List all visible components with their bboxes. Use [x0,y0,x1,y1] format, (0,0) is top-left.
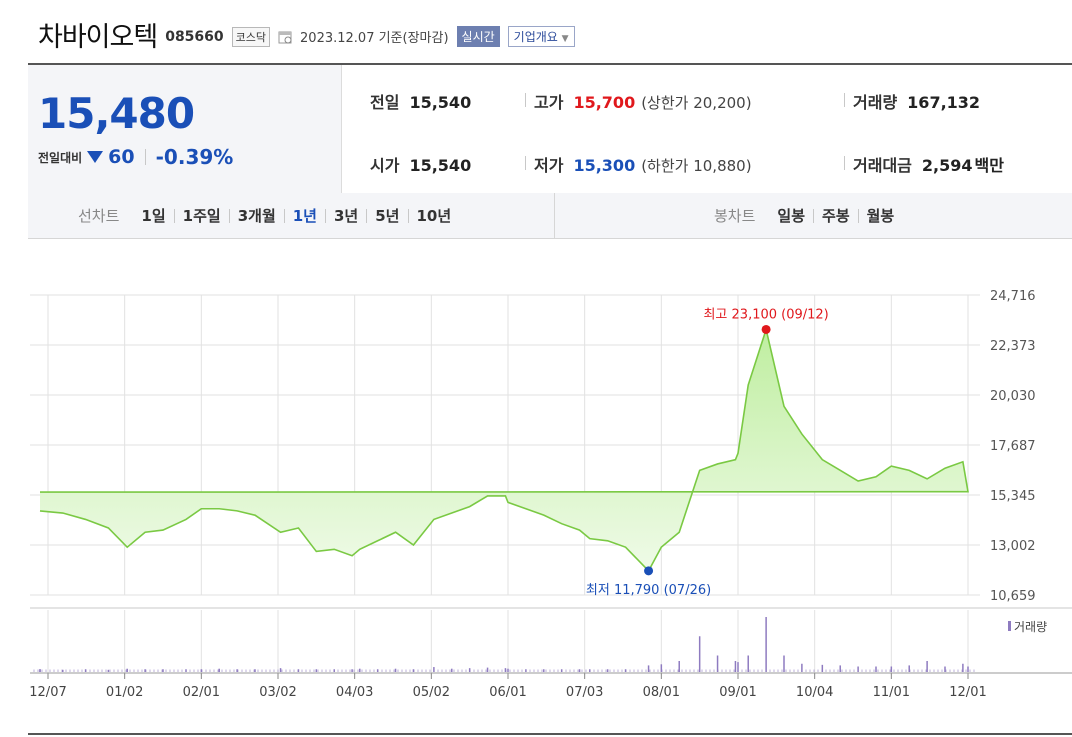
amount-unit: 백만 [974,156,1004,175]
volume-stat: 거래량 167,132 [853,89,980,113]
min-label: 최저 11,790 (07/26) [586,583,711,598]
low-value: 15,300 [573,156,636,175]
line-chart-label: 선차트 [78,207,120,225]
max-point [761,324,771,334]
change-row: 전일대비 60 -0.39% [38,145,233,169]
divider [554,193,555,238]
change-percent: -0.39% [155,145,234,169]
divider [844,156,845,170]
stock-code: 085660 [165,29,224,45]
y-tick-label: 22,373 [990,339,1036,354]
candle-chart-option[interactable]: 주봉 [813,208,858,223]
divider [144,149,146,165]
x-tick-label: 11/01 [873,685,910,700]
y-tick-label: 10,659 [990,589,1036,604]
change-label: 전일대비 [38,150,83,165]
prev-close-value: 15,540 [409,93,472,112]
current-price: 15,480 [38,89,195,138]
x-tick-label: 04/03 [336,685,373,700]
x-tick-label: 06/01 [489,685,526,700]
price-panel: 15,480 전일대비 60 -0.39% [28,65,342,193]
amount-number: 2,594 [921,156,973,175]
x-tick-label: 08/01 [643,685,680,700]
volume-legend-swatch [1008,621,1011,631]
candle-chart-option[interactable]: 월봉 [857,208,903,223]
x-tick-label: 03/02 [259,685,296,700]
lower-limit: (하한가 10,880) [641,157,752,175]
divider [525,156,526,170]
high-stat: 고가 15,700 (상한가 20,200) [534,89,752,113]
line-chart-options: 선차트 1일 1주일 3개월 1년 3년 5년 10년 [78,193,459,238]
market-badge: 코스닥 [231,26,271,47]
divider [844,93,845,107]
low-stat: 저가 15,300 (하한가 10,880) [534,152,752,176]
x-tick-label: 09/01 [719,685,756,700]
x-tick-label: 10/04 [796,685,833,700]
line-chart-option[interactable]: 1주일 [173,208,229,223]
line-chart-option[interactable]: 1일 [141,206,166,225]
quote-box: 15,480 전일대비 60 -0.39% 전일 15,540 고가 15,70… [28,63,1072,196]
candle-chart-options: 봉차트 일봉 주봉 월봉 [714,193,902,238]
prev-close-label: 전일 [370,93,400,112]
line-chart-option[interactable]: 1년 [283,208,325,223]
amount-label: 거래대금 [853,156,912,175]
x-tick-label: 12/01 [949,685,986,700]
y-tick-label: 13,002 [990,539,1036,554]
x-tick-label: 02/01 [183,685,220,700]
as-of-date: 2023.12.07 기준(장마감) [300,31,449,46]
company-overview-button[interactable]: 기업개요 ▼ [507,26,575,47]
line-chart-option[interactable]: 10년 [407,208,460,223]
period-bar: 선차트 1일 1주일 3개월 1년 3년 5년 10년 봉차트 일봉 주봉 월봉 [28,193,1072,239]
line-chart-option[interactable]: 3개월 [228,208,284,223]
low-label: 저가 [534,156,564,175]
open-stat: 시가 15,540 [370,152,471,176]
bottom-rule [28,733,1072,735]
high-label: 고가 [534,93,564,112]
calendar-icon [278,31,292,44]
price-line [39,326,969,573]
x-tick-label: 12/07 [29,685,66,700]
line-chart-option[interactable]: 3년 [325,208,366,223]
change-amount: 60 [108,146,135,168]
chevron-down-icon: ▼ [561,34,569,44]
stock-name: 차바이오텍 [38,21,158,53]
prev-close-stat: 전일 15,540 [370,89,471,113]
amount-stat: 거래대금 2,594 백만 [853,152,1004,176]
high-value: 15,700 [573,93,636,112]
line-chart-option[interactable]: 5년 [366,208,407,223]
candle-chart-label: 봉차트 [714,207,756,225]
y-tick-label: 17,687 [990,439,1036,454]
volume-legend-label: 거래량 [1014,620,1047,634]
price-area [40,329,968,595]
x-tick-label: 07/03 [566,685,603,700]
realtime-button[interactable]: 실시간 [456,26,500,47]
price-chart: 24,716 22,373 20,030 17,687 15,345 13,002 10,6… [29,289,1072,700]
x-tick-label: 01/02 [106,685,143,700]
volume-value: 167,132 [907,93,981,112]
y-tick-label: 15,345 [990,489,1036,504]
x-tick-label: 05/02 [413,685,450,700]
candle-chart-option[interactable]: 일봉 [777,206,806,225]
min-point [644,566,654,576]
title-row: 차바이오텍 085660 코스닥 2023.12.07 기준(장마감) 실시간 … [38,14,575,54]
open-label: 시가 [370,156,400,175]
volume-label: 거래량 [853,93,898,112]
down-triangle-icon [87,151,104,163]
y-tick-label: 24,716 [990,289,1036,304]
y-tick-label: 20,030 [990,389,1036,404]
open-value: 15,540 [409,156,472,175]
max-label: 최고 23,100 (09/12) [703,307,828,322]
divider [525,93,526,107]
amount-value: 2,594 백만 [922,152,1004,176]
company-overview-label: 기업개요 [513,30,558,44]
upper-limit: (상한가 20,200) [641,94,752,112]
